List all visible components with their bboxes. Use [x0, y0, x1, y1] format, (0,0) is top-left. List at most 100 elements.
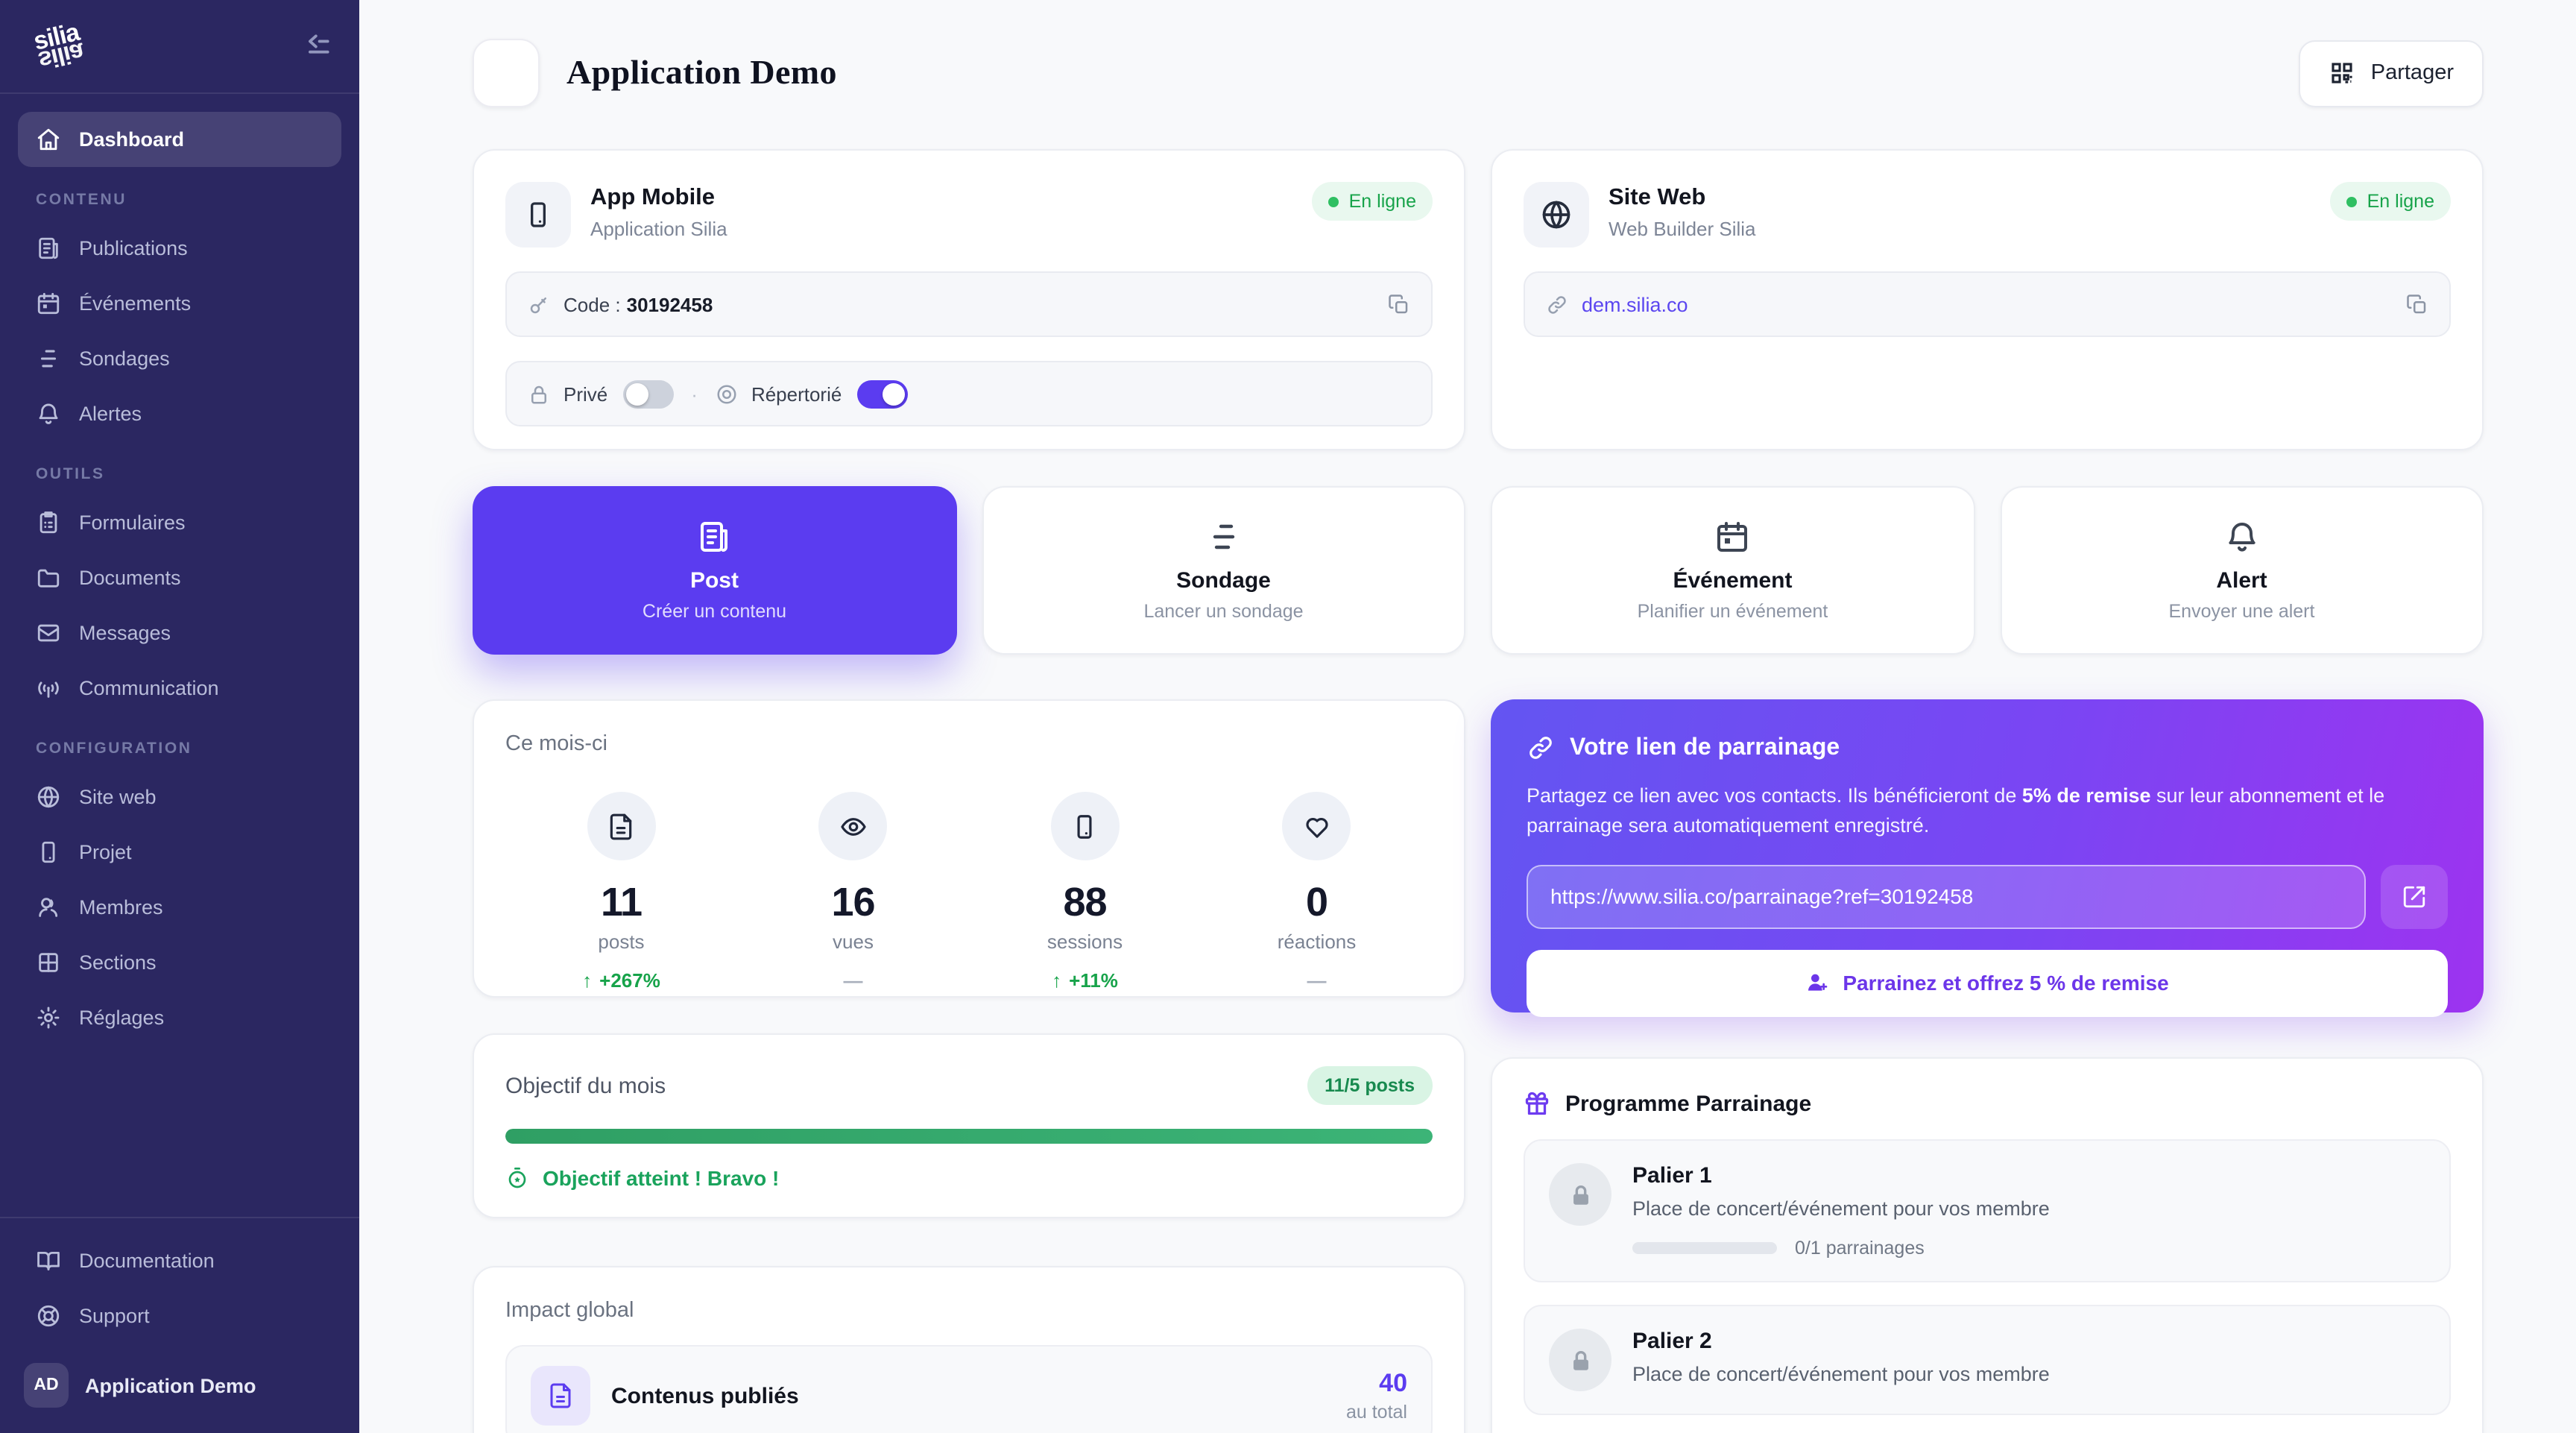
smartphone-icon — [1050, 792, 1120, 860]
stat-delta-flat: — — [1307, 969, 1327, 992]
heart-icon — [1282, 792, 1351, 860]
action-evenement-button[interactable]: Événement Planifier un événement — [1491, 486, 1974, 655]
avatar: AD — [24, 1363, 69, 1408]
sidebar-item-label: Alertes — [79, 403, 142, 425]
sidebar-collapse-button[interactable] — [298, 25, 338, 66]
sidebar-item-reglages[interactable]: Réglages — [18, 990, 341, 1045]
sidebar-item-label: Site web — [79, 786, 157, 808]
action-sondage-button[interactable]: Sondage Lancer un sondage — [982, 486, 1465, 655]
grid-icon — [36, 950, 61, 975]
tier-2: Palier 2 Place de concert/événement pour… — [1524, 1305, 2451, 1415]
copy-code-button[interactable] — [1388, 293, 1410, 315]
program-title: Programme Parrainage — [1565, 1091, 1812, 1116]
sidebar-item-label: Documentation — [79, 1250, 215, 1272]
sidebar-item-evenements[interactable]: Événements — [18, 276, 341, 331]
sidebar-item-formulaires[interactable]: Formulaires — [18, 495, 341, 550]
sidebar-item-publications[interactable]: Publications — [18, 221, 341, 276]
referral-share-button[interactable]: Parrainez et offrez 5 % de remise — [1527, 949, 2448, 1016]
channel-cards-row: App Mobile Application Silia En ligne Co… — [473, 149, 2484, 450]
sidebar-item-label: Événements — [79, 292, 192, 315]
gear-icon — [36, 1005, 61, 1030]
site-url-link[interactable]: dem.silia.co — [1582, 293, 1688, 315]
goal-message: Objectif atteint ! Bravo ! — [505, 1166, 1433, 1190]
impact-suffix: au total — [1345, 1402, 1407, 1423]
sidebar-nav: Dashboard CONTENU Publications Événement… — [18, 112, 341, 1045]
copy-icon — [2406, 293, 2428, 315]
online-dot-icon — [1328, 196, 1339, 207]
referral-card: Votre lien de parrainage Partagez ce lie… — [1491, 699, 2484, 1016]
sidebar-item-label: Membres — [79, 896, 163, 919]
user-plus-icon — [1805, 971, 1829, 995]
referral-description: Partagez ce lien avec vos contacts. Ils … — [1527, 784, 2385, 837]
goal-card: Objectif du mois 11/5 posts Objectif att… — [473, 1033, 1465, 1218]
sidebar-item-site-web[interactable]: Site web — [18, 769, 341, 825]
sidebar: silia silia Dashboard CONTENU Publication… — [0, 0, 359, 1433]
account-name: Application Demo — [85, 1374, 256, 1396]
sidebar-item-label: Sondages — [79, 347, 170, 370]
mail-icon — [36, 620, 61, 646]
home-icon — [36, 127, 61, 152]
link-icon — [1546, 293, 1568, 315]
tier-progress-bar — [1632, 1242, 1777, 1254]
eye-icon — [818, 792, 888, 860]
sidebar-divider — [0, 92, 359, 94]
impact-row-label: Contenus publiés — [611, 1383, 799, 1408]
sidebar-item-label: Documents — [79, 567, 181, 589]
listed-toggle[interactable] — [856, 379, 908, 408]
code-label: Code : — [564, 293, 621, 315]
open-referral-link-button[interactable] — [2381, 864, 2448, 928]
copy-url-button[interactable] — [2406, 293, 2428, 315]
trend-up-icon: ↑ — [582, 969, 593, 992]
site-web-card: Site Web Web Builder Silia En ligne dem.… — [1491, 149, 2484, 450]
sidebar-item-messages[interactable]: Messages — [18, 605, 341, 661]
sidebar-item-support[interactable]: Support — [18, 1288, 341, 1344]
sidebar-item-alertes[interactable]: Alertes — [18, 386, 341, 441]
sliders-icon — [1206, 519, 1242, 555]
sidebar-item-communication[interactable]: Communication — [18, 661, 341, 716]
goal-title: Objectif du mois — [505, 1073, 666, 1098]
stat-vues: 16 vues — — [737, 792, 969, 992]
dashboard-columns: Ce mois-ci 11 posts ↑ +267% 16 vues — — [473, 699, 2484, 1433]
qr-code-icon — [2329, 60, 2356, 86]
globe-icon — [36, 784, 61, 810]
copy-icon — [1388, 293, 1410, 315]
sidebar-footer-divider — [0, 1217, 359, 1218]
month-card-title: Ce mois-ci — [505, 732, 607, 756]
private-toggle[interactable] — [622, 379, 674, 408]
sidebar-item-documentation[interactable]: Documentation — [18, 1233, 341, 1288]
sidebar-item-projet[interactable]: Projet — [18, 825, 341, 880]
status-badge: En ligne — [2329, 182, 2451, 221]
stat-sessions: 88 sessions ↑ +11% — [969, 792, 1201, 992]
action-alert-button[interactable]: Alert Envoyer une alert — [2000, 486, 2484, 655]
sidebar-section-outils: OUTILS — [36, 465, 105, 483]
lock-icon — [1549, 1329, 1611, 1391]
sidebar-item-sections[interactable]: Sections — [18, 935, 341, 990]
share-button-label: Partager — [2370, 61, 2454, 85]
sidebar-item-sondages[interactable]: Sondages — [18, 331, 341, 386]
file-text-icon — [531, 1366, 590, 1426]
action-post-button[interactable]: Post Créer un contenu — [473, 486, 956, 655]
sidebar-item-membres[interactable]: Membres — [18, 880, 341, 935]
calendar-icon — [1715, 519, 1751, 555]
clipboard-icon — [36, 510, 61, 535]
site-card-title: Site Web — [1609, 185, 1706, 210]
account-switcher[interactable]: AD Application Demo — [18, 1349, 341, 1421]
site-url-field: dem.silia.co — [1524, 271, 2451, 337]
calendar-icon — [36, 291, 61, 316]
stat-delta-flat: — — [843, 969, 863, 992]
share-button[interactable]: Partager — [2299, 40, 2484, 107]
page-header: silia silia Application Demo Partager — [473, 39, 2484, 107]
sidebar-item-documents[interactable]: Documents — [18, 550, 341, 605]
key-icon — [528, 293, 550, 315]
gift-icon — [1524, 1090, 1550, 1117]
bullseye-icon — [716, 382, 738, 405]
sidebar-footer: Documentation Support AD Application Dem… — [0, 1217, 359, 1433]
code-value: 30192458 — [626, 293, 713, 315]
broadcast-icon — [36, 675, 61, 701]
lock-icon — [528, 382, 550, 405]
referral-url-input[interactable]: https://www.silia.co/parrainage?ref=3019… — [1527, 864, 2366, 928]
sidebar-section-configuration: CONFIGURATION — [36, 740, 192, 758]
sidebar-item-dashboard[interactable]: Dashboard — [18, 112, 341, 167]
sidebar-item-label: Projet — [79, 841, 132, 863]
